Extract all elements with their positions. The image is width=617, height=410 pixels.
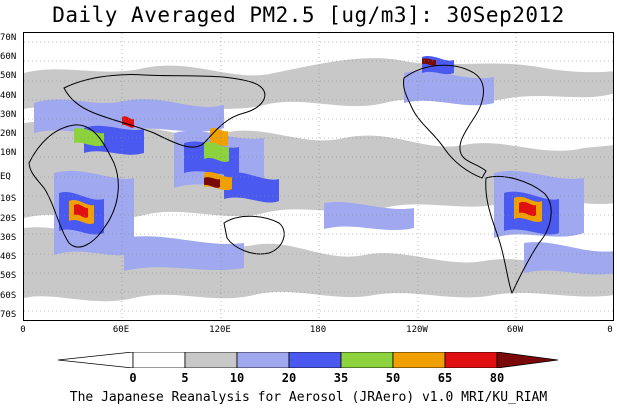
lat-label: 60N xyxy=(0,52,17,62)
colorbar-label: 10 xyxy=(229,371,245,385)
colorbar-segment xyxy=(184,352,238,368)
lon-label: 120W xyxy=(406,325,428,335)
colorbar-segment xyxy=(340,352,394,368)
colorbar-segment xyxy=(392,352,446,368)
lat-label: EQ xyxy=(0,172,11,182)
lat-label: 60S xyxy=(0,291,17,301)
lon-label: 60E xyxy=(112,325,130,335)
coastlines xyxy=(28,64,552,295)
colorbar-segment xyxy=(132,352,186,368)
lon-label: 0 xyxy=(20,325,26,335)
footer-credit: The Japanese Reanalysis for Aerosol (JRA… xyxy=(69,390,548,405)
lat-label: 40S xyxy=(0,252,17,262)
lat-label: 30S xyxy=(0,233,17,243)
colorbar-label: 80 xyxy=(489,371,505,385)
lat-label: 70S xyxy=(0,310,17,320)
pm25-map xyxy=(23,32,614,321)
colorbar-segment xyxy=(236,352,290,368)
lon-label: 120E xyxy=(209,325,231,335)
lat-label: 40N xyxy=(0,91,17,101)
lat-label: 30N xyxy=(0,110,17,120)
colorbar-segment xyxy=(444,352,498,368)
lat-label: 20N xyxy=(0,129,17,139)
lon-label: 0 xyxy=(607,325,613,335)
lat-label: 10N xyxy=(0,148,17,158)
colorbar-label: 65 xyxy=(437,371,453,385)
colorbar-label: 50 xyxy=(385,371,401,385)
lat-label: 50N xyxy=(0,71,17,81)
lat-label: 20S xyxy=(0,214,17,224)
colorbar xyxy=(58,352,558,368)
lon-label: 60W xyxy=(506,325,524,335)
lat-label: 50S xyxy=(0,271,17,281)
map-canvas xyxy=(24,33,613,320)
colorbar-segment xyxy=(496,352,558,368)
pm25-band-65-80 xyxy=(74,116,536,218)
colorbar-label: 5 xyxy=(181,371,189,385)
map-title: Daily Averaged PM2.5 [ug/m3]: 30Sep2012 xyxy=(52,3,565,27)
pm25-band-35-50 xyxy=(74,128,229,162)
lon-label: 180 xyxy=(309,325,327,335)
pm25-band-over-80 xyxy=(204,58,436,188)
colorbar-segment xyxy=(58,352,134,368)
colorbar-label: 0 xyxy=(129,371,137,385)
colorbar-segment xyxy=(288,352,342,368)
lat-label: 70N xyxy=(0,33,17,43)
graticule xyxy=(24,33,613,320)
lat-label: 10S xyxy=(0,194,17,204)
colorbar-label: 20 xyxy=(281,371,297,385)
colorbar-label: 35 xyxy=(333,371,349,385)
